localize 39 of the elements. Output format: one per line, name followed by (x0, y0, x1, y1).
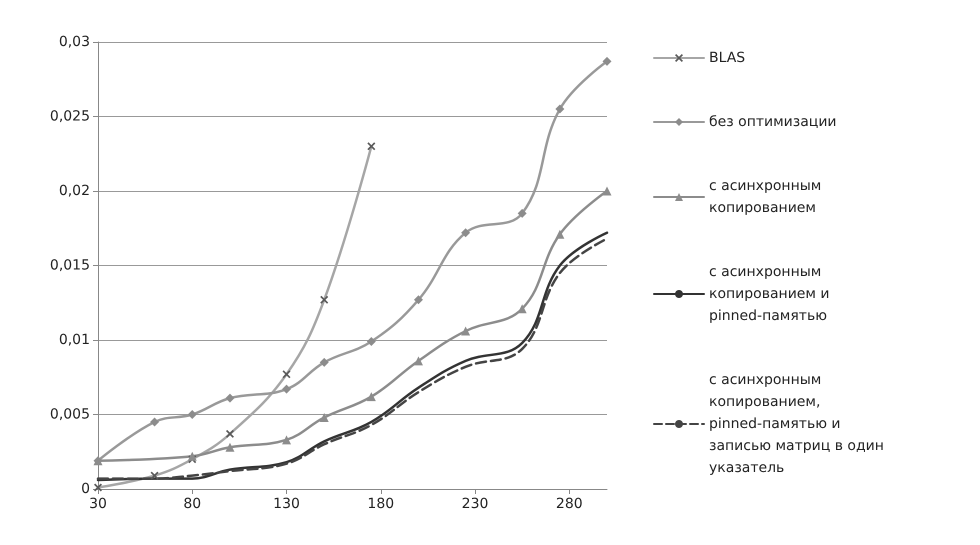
y-tick-label: 0,025 (50, 108, 90, 124)
point (518, 304, 527, 314)
point (414, 356, 423, 366)
point (366, 392, 376, 402)
point (225, 394, 234, 403)
point (518, 208, 527, 218)
y-tick-label: 0,03 (58, 34, 90, 50)
point (225, 442, 234, 452)
y-tick-label: 0,01 (58, 332, 90, 348)
point (461, 228, 470, 238)
point (602, 186, 612, 196)
point (282, 435, 292, 444)
y-tick-label: 0,015 (50, 258, 90, 274)
y-tick-label: 0,02 (58, 183, 90, 199)
point (555, 104, 564, 114)
x-tick-label: 130 (273, 496, 300, 512)
x-tick-label: 180 (367, 496, 394, 512)
x-tick-label: 30 (89, 496, 107, 512)
legend-label: BLAS (709, 50, 746, 66)
y-tick-label: 0 (81, 481, 90, 497)
point (555, 230, 564, 239)
x-tick-label: 280 (556, 496, 583, 512)
point (188, 452, 197, 461)
y-tick-label: 0,005 (50, 406, 90, 422)
point (320, 358, 329, 367)
point (188, 410, 197, 419)
x-tick-label: 80 (183, 496, 202, 512)
point (602, 56, 612, 66)
point (320, 412, 329, 422)
point (414, 295, 423, 304)
point (366, 336, 376, 346)
point (150, 417, 160, 426)
x-tick-label: 230 (462, 496, 488, 512)
legend-label: с асинхронным копированием (709, 178, 826, 216)
point (461, 326, 470, 336)
point (282, 384, 292, 394)
legend-label: с асинхронным копированием, pinned-памятью и записью матриц в один указатель (709, 372, 888, 476)
legend-label: без оптимизации (709, 114, 837, 130)
legend-label: с асинхронным копированием и pinned-памятью (709, 264, 834, 324)
